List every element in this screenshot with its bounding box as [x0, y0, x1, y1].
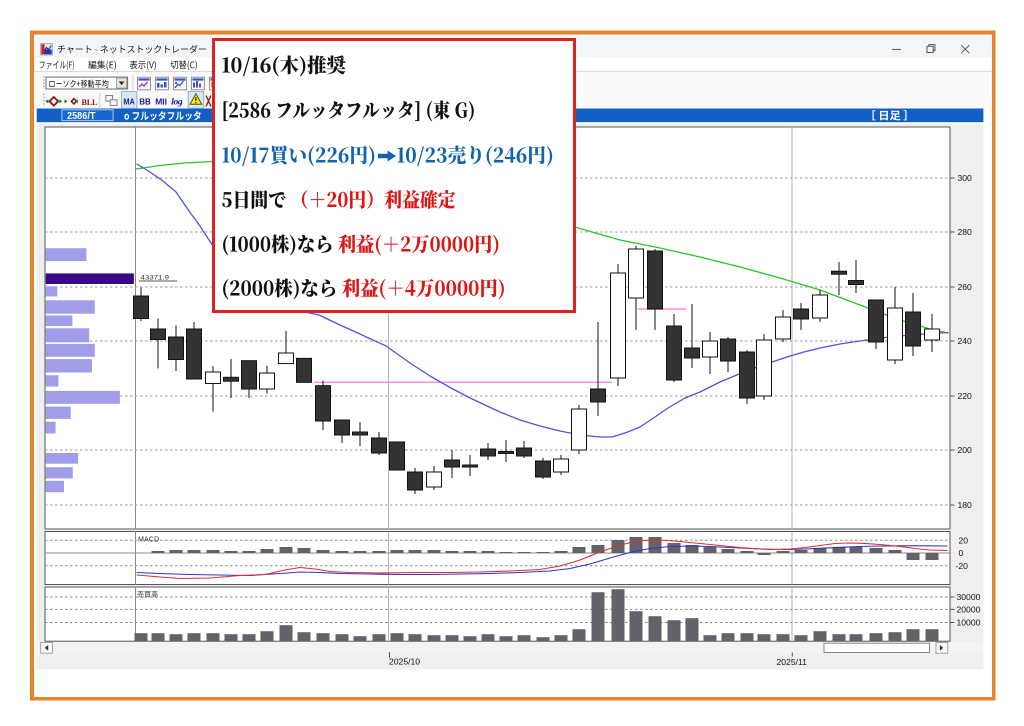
svg-text:20000: 20000	[957, 605, 981, 615]
svg-text:2025/11: 2025/11	[777, 657, 808, 667]
svg-text:43371.9: 43371.9	[141, 274, 170, 281]
svg-text:20: 20	[959, 536, 969, 546]
svg-text:BB: BB	[139, 97, 151, 107]
svg-text:MII: MII	[155, 97, 167, 107]
svg-text:BLL: BLL	[82, 98, 99, 107]
svg-text:240: 240	[958, 336, 973, 346]
svg-text:2025/10: 2025/10	[389, 657, 420, 667]
svg-text:30000: 30000	[957, 592, 981, 602]
svg-text:260: 260	[958, 282, 973, 292]
svg-text:300: 300	[958, 173, 973, 183]
svg-text:MA: MA	[123, 97, 134, 107]
svg-text:220: 220	[958, 391, 973, 401]
svg-text:0: 0	[959, 548, 964, 558]
svg-text:MACD: MACD	[138, 535, 159, 544]
svg-text:280: 280	[958, 227, 973, 237]
svg-text:2586/T: 2586/T	[67, 111, 96, 122]
svg-text:200: 200	[958, 445, 973, 455]
svg-text:log: log	[171, 97, 183, 108]
svg-text:180: 180	[958, 500, 973, 510]
svg-text:-20: -20	[956, 561, 969, 571]
svg-text:10000: 10000	[957, 618, 981, 628]
